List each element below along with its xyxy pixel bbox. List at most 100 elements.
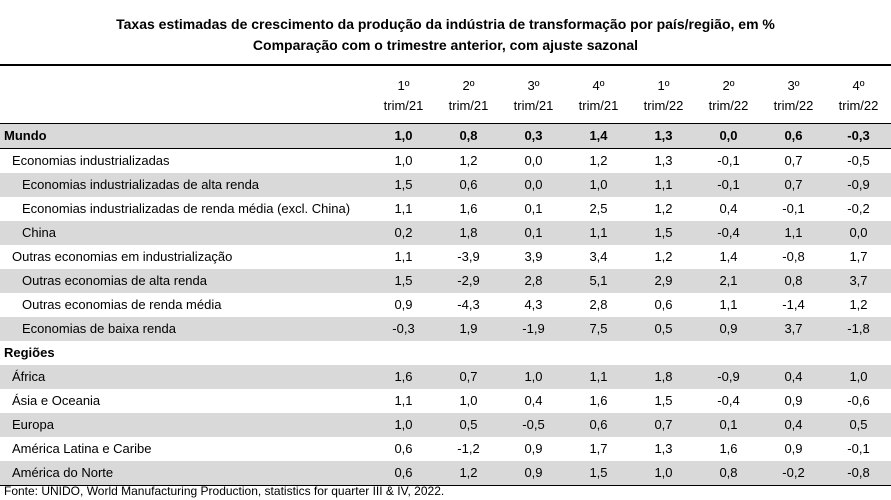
column-header-bottom: trim/21 (501, 96, 566, 124)
table-cell: 0,0 (501, 173, 566, 197)
table-cell: -1,4 (782, 297, 805, 312)
table-cell: 1,3 (654, 153, 673, 168)
table-cell: 0,4 (524, 393, 543, 408)
column-header-bottom: trim/22 (826, 96, 891, 124)
section-row-regioes: Regiões (0, 341, 891, 365)
table-cell: 1,1 (566, 221, 631, 245)
table-cell: 1,0 (459, 393, 478, 408)
table-cell: -0,2 (847, 201, 870, 216)
table-cell: 1,5 (631, 221, 696, 245)
table-cell: 1,5 (371, 173, 436, 197)
table-row: Mundo 1,0 0,8 0,3 1,4 1,3 0,0 0,6 -0,3 (0, 123, 891, 149)
row-label: Europa (0, 413, 371, 437)
table-cell: 0,0 (524, 153, 543, 168)
table-cell: 1,0 (501, 365, 566, 389)
table-cell: 0,4 (719, 201, 738, 216)
row-label: Outras economias de renda média (22, 297, 222, 312)
table-cell: -0,6 (847, 393, 870, 408)
table-cell: 1,6 (589, 393, 608, 408)
table-cell: -1,9 (501, 317, 566, 341)
table-row: África 1,6 0,7 1,0 1,1 1,8 -0,9 0,4 1,0 (0, 365, 891, 389)
table-cell: 1,2 (849, 297, 868, 312)
table-cell: 0,6 (654, 297, 673, 312)
table-cell: 2,8 (501, 269, 566, 293)
table-header: 1º 2º 3º 4º 1º 2º 3º 4º trim/21 trim/21 … (0, 64, 891, 124)
table-cell: 0,8 (436, 123, 501, 149)
table-title: Taxas estimadas de crescimento da produç… (0, 14, 891, 56)
table-cell: -1,2 (457, 441, 480, 456)
table-cell: 0,5 (631, 317, 696, 341)
table-cell: 1,0 (631, 461, 696, 486)
table-cell: -0,3 (826, 123, 891, 149)
row-label: Economias de baixa renda (0, 317, 371, 341)
column-header-top: 1º (371, 64, 436, 96)
table-cell: 1,0 (371, 123, 436, 149)
row-label: Outras economias de alta renda (0, 269, 371, 293)
table-row: Ásia e Oceania 1,1 1,0 0,4 1,6 1,5 -0,4 … (0, 389, 891, 413)
table-cell: 0,7 (631, 413, 696, 437)
table-cell: 0,1 (524, 201, 543, 216)
table-cell: 0,6 (394, 441, 413, 456)
table-cell: -0,5 (501, 413, 566, 437)
table-cell: 1,2 (654, 249, 673, 264)
column-header-top: 2º (696, 64, 761, 96)
row-label: China (0, 221, 371, 245)
table-cell: 3,7 (761, 317, 826, 341)
table-cell: 0,7 (436, 365, 501, 389)
table-cell: 1,5 (371, 269, 436, 293)
table-cell: -0,9 (696, 365, 761, 389)
table-cell: 0,1 (501, 221, 566, 245)
table-cell: 0,3 (501, 123, 566, 149)
column-header-bottom: trim/22 (631, 96, 696, 124)
table-cell: 1,1 (631, 173, 696, 197)
table-cell: -0,9 (826, 173, 891, 197)
table-cell: -3,9 (457, 249, 480, 264)
table-cell: -0,8 (782, 249, 805, 264)
table-cell: 1,1 (394, 249, 413, 264)
table-cell: 1,5 (566, 461, 631, 486)
growth-table: 1º 2º 3º 4º 1º 2º 3º 4º trim/21 trim/21 … (0, 64, 891, 486)
table-cell: 1,8 (631, 365, 696, 389)
table-cell: -0,1 (847, 441, 870, 456)
table-cell: 0,7 (784, 153, 803, 168)
table-cell: 1,0 (826, 365, 891, 389)
table-cell: 1,1 (719, 297, 738, 312)
table-row: América Latina e Caribe 0,6 -1,2 0,9 1,7… (0, 437, 891, 461)
table-cell: -0,1 (696, 173, 761, 197)
table-cell: 0,9 (394, 297, 413, 312)
table-cell: 3,7 (826, 269, 891, 293)
column-header-bottom: trim/22 (761, 96, 826, 124)
column-header-bottom: trim/21 (371, 96, 436, 124)
table-cell: 0,8 (761, 269, 826, 293)
table-cell: 1,3 (654, 441, 673, 456)
row-label: Outras economias em industrialização (12, 249, 233, 264)
table-row: Outras economias em industrialização 1,1… (0, 245, 891, 269)
table-cell: -0,2 (761, 461, 826, 486)
table-cell: 0,8 (696, 461, 761, 486)
table-cell: 0,9 (696, 317, 761, 341)
row-label: Economias industrializadas de alta renda (0, 173, 371, 197)
column-header-top: 4º (826, 64, 891, 96)
table-cell: 0,0 (696, 123, 761, 149)
column-header-top: 2º (436, 64, 501, 96)
table-cell: -4,3 (457, 297, 480, 312)
table-cell: 2,9 (631, 269, 696, 293)
table-cell: 7,5 (566, 317, 631, 341)
header-empty (0, 64, 371, 96)
table-row: Economias industrializadas de renda médi… (0, 197, 891, 221)
column-header-top: 3º (761, 64, 826, 96)
title-line-1: Taxas estimadas de crescimento da produç… (116, 16, 775, 32)
table-cell: 1,6 (459, 201, 478, 216)
table-row: China 0,2 1,8 0,1 1,1 1,5 -0,4 1,1 0,0 (0, 221, 891, 245)
column-header-bottom: trim/21 (436, 96, 501, 124)
table-cell: 0,4 (761, 413, 826, 437)
table-row: América do Norte 0,6 1,2 0,9 1,5 1,0 0,8… (0, 461, 891, 486)
table-cell: 0,1 (696, 413, 761, 437)
section-label: Regiões (4, 345, 55, 360)
source-footnote: Fonte: UNIDO, World Manufacturing Produc… (4, 484, 445, 498)
table-cell: 0,6 (566, 413, 631, 437)
table-cell: -0,8 (826, 461, 891, 486)
table-row: Economias industrializadas de alta renda… (0, 173, 891, 197)
table-row: Outras economias de renda média 0,9 -4,3… (0, 293, 891, 317)
table-cell: 2,5 (589, 201, 608, 216)
